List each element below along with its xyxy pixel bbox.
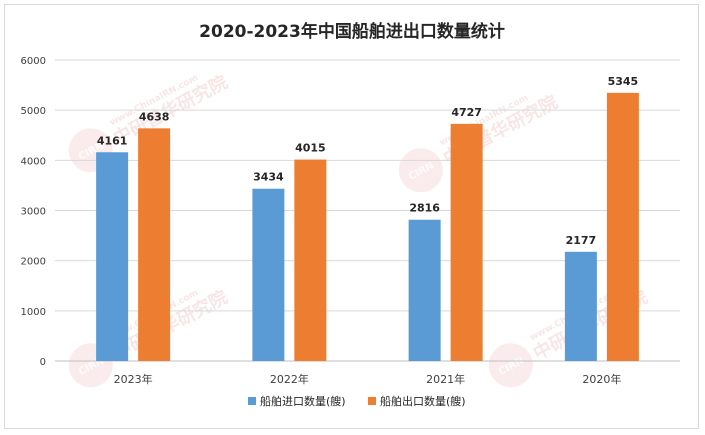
y-tick-label: 2000 xyxy=(21,257,46,268)
bar-import xyxy=(408,219,441,361)
watermark-logo-icon xyxy=(488,343,533,388)
data-label: 4161 xyxy=(97,134,128,147)
legend-label: 船舶出口数量(艘) xyxy=(380,394,466,408)
y-tick-label: 1000 xyxy=(21,307,46,318)
x-tick-label: 2022年 xyxy=(270,372,309,386)
bar-export xyxy=(450,123,483,361)
y-tick-label: 5000 xyxy=(21,106,46,117)
legend-swatch xyxy=(248,397,256,405)
bar-import xyxy=(96,152,129,361)
bar-export xyxy=(138,128,171,361)
y-tick-label: 3000 xyxy=(21,207,46,218)
data-label: 3434 xyxy=(253,171,284,184)
y-tick-label: 6000 xyxy=(21,56,46,67)
data-label: 5345 xyxy=(608,75,639,88)
data-label: 4638 xyxy=(139,110,170,123)
x-tick-label: 2020年 xyxy=(582,372,621,386)
x-axis: 2023年 2022年 2021年 2020年 xyxy=(114,372,622,386)
data-label: 4015 xyxy=(295,142,326,155)
data-label: 4727 xyxy=(451,106,482,119)
bars: 4161 4638 3434 4015 2816 4727 2177 5345 xyxy=(96,75,639,362)
bar-import xyxy=(564,251,597,361)
x-tick-label: 2021年 xyxy=(426,372,465,386)
data-label: 2816 xyxy=(409,202,440,215)
data-label: 2177 xyxy=(566,234,597,247)
legend-label: 船舶进口数量(艘) xyxy=(260,394,346,408)
y-axis: 0 1000 2000 3000 4000 5000 6000 xyxy=(21,56,46,368)
bar-import xyxy=(252,188,285,361)
bar-export xyxy=(294,159,327,361)
chart-title: 2020-2023年中国船舶进出口数量统计 xyxy=(199,21,505,42)
legend: 船舶进口数量(艘) 船舶出口数量(艘) xyxy=(248,394,466,408)
watermark-logo-icon xyxy=(398,148,443,193)
x-tick-label: 2023年 xyxy=(114,372,153,386)
legend-swatch xyxy=(368,397,376,405)
y-tick-label: 4000 xyxy=(21,156,46,167)
y-tick-label: 0 xyxy=(40,357,46,368)
bar-export xyxy=(606,92,639,362)
